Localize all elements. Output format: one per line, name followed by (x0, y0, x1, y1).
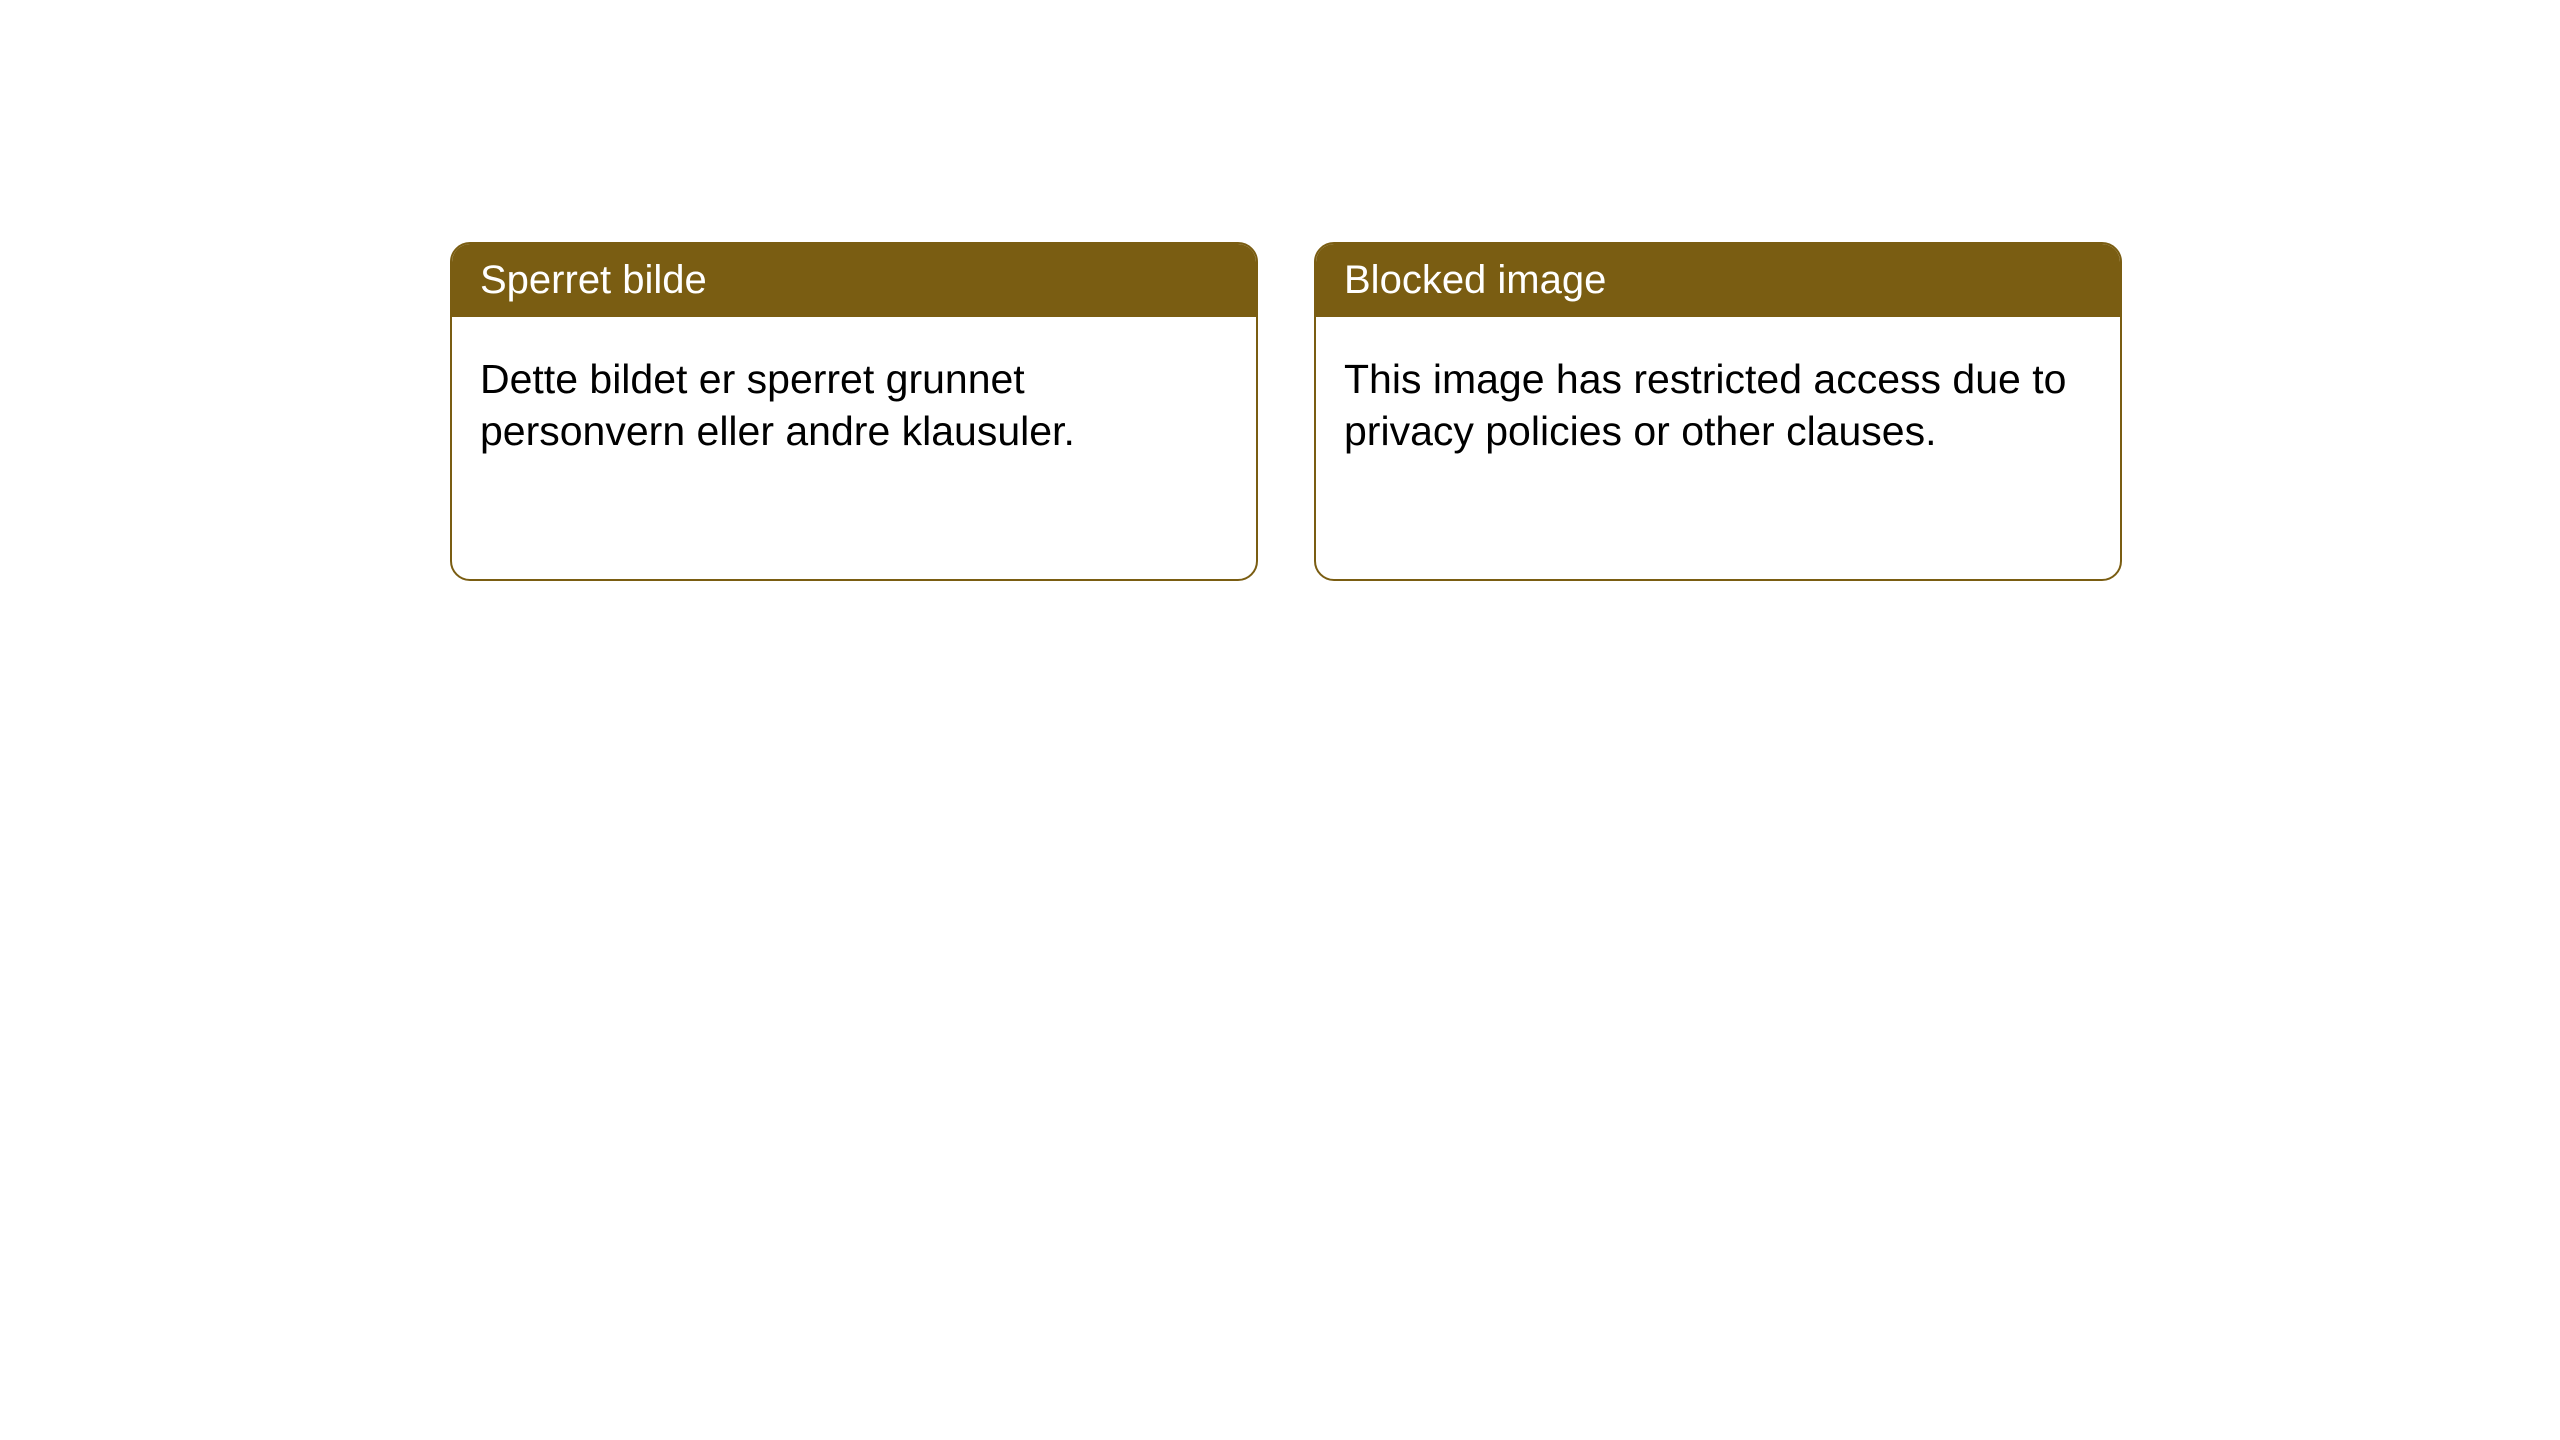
notice-card-header: Blocked image (1316, 244, 2120, 317)
notice-card-text: This image has restricted access due to … (1344, 356, 2066, 454)
notice-card-header: Sperret bilde (452, 244, 1256, 317)
notice-card-title: Sperret bilde (480, 258, 707, 302)
notice-card-text: Dette bildet er sperret grunnet personve… (480, 356, 1075, 454)
notice-card-english: Blocked image This image has restricted … (1314, 242, 2122, 581)
notice-card-body: Dette bildet er sperret grunnet personve… (452, 317, 1256, 494)
notice-card-body: This image has restricted access due to … (1316, 317, 2120, 494)
notice-card-norwegian: Sperret bilde Dette bildet er sperret gr… (450, 242, 1258, 581)
notice-card-title: Blocked image (1344, 258, 1606, 302)
notice-cards-container: Sperret bilde Dette bildet er sperret gr… (450, 242, 2122, 581)
